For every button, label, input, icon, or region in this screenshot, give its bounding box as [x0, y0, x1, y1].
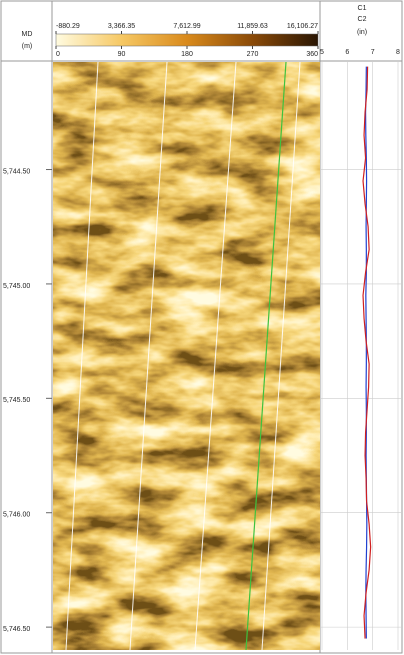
caliper-unit: (in) [357, 29, 367, 36]
caliper-tick-label: 6 [345, 49, 349, 56]
legend-entry: C2 [358, 16, 367, 23]
depth-tick-label: 5,744.50 [3, 168, 30, 175]
colorbar-tick-label: -880.29 [56, 23, 80, 30]
depth-title: MD [22, 31, 33, 38]
depth-tick-label: 5,746.50 [3, 626, 30, 633]
azimuth-tick-label: 360 [306, 51, 318, 58]
azimuth-tick-label: 90 [118, 51, 126, 58]
page: MD (m) (in) -880.29 3,366.35 7,612.99 11,85… [0, 0, 404, 655]
color-bar [56, 34, 318, 46]
azimuth-tick-label: 180 [181, 51, 193, 58]
caliper-tick-label: 5 [320, 49, 324, 56]
colorbar-tick-label: 16,106.27 [287, 23, 318, 30]
azimuth-tick-label: 270 [247, 51, 259, 58]
legend-entry: C1 [358, 5, 367, 12]
depth-tick-label: 5,745.00 [3, 283, 30, 290]
depth-tick-label: 5,746.00 [3, 512, 30, 519]
caliper-tick-label: 7 [371, 49, 375, 56]
azimuth-tick-label: 0 [56, 51, 60, 58]
depth-unit: (m) [22, 43, 33, 50]
image-track [53, 62, 320, 650]
caliper-tick-label: 8 [396, 49, 400, 56]
colorbar-tick-label: 11,859.63 [237, 23, 268, 30]
log-view: MD (m) (in) -880.29 3,366.35 7,612.99 11,85… [0, 0, 404, 655]
colorbar-tick-label: 3,366.35 [108, 23, 135, 30]
depth-tick-label: 5,745.50 [3, 397, 30, 404]
colorbar-tick-label: 7,612.99 [173, 23, 200, 30]
